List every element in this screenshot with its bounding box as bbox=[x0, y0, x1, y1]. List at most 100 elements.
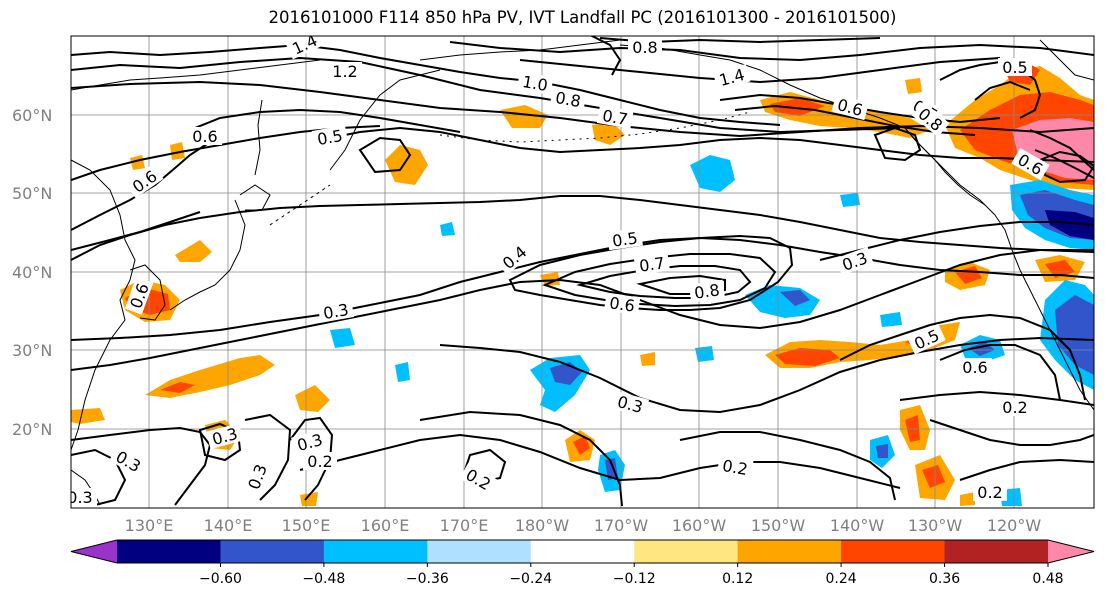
contour-label: 0.2 bbox=[716, 455, 754, 479]
contour-label-background bbox=[998, 58, 1032, 76]
contour-label-text: 0.7 bbox=[601, 106, 629, 129]
contour-label-background bbox=[242, 457, 272, 496]
contour-labels: 1.40.81.21.00.81.40.70.60.50.60.50.60.50… bbox=[71, 36, 1050, 507]
colorbar-segment bbox=[220, 540, 325, 563]
colorbar: −0.60 −0.48 −0.36 −0.24 −0.12 0.12 0.24 0.36 0.4… bbox=[70, 539, 1095, 587]
contour-0.6-east bbox=[939, 344, 1061, 401]
shade-neg-10 bbox=[330, 328, 355, 348]
shade-ne-pacific-2 bbox=[385, 145, 428, 185]
contour-0.3-south-2 bbox=[289, 416, 334, 501]
contour-label-background bbox=[998, 398, 1032, 416]
contour-label-text: 0.6 bbox=[192, 127, 217, 146]
contour-jp-1 bbox=[189, 108, 461, 133]
shade-tropics-5b bbox=[922, 465, 945, 488]
contour-0.3-b bbox=[439, 336, 1094, 414]
contour-label-background bbox=[628, 38, 662, 56]
contour-label-background bbox=[124, 276, 154, 315]
contour-label-background bbox=[328, 62, 362, 80]
contour-label-text: 0.2 bbox=[1002, 398, 1027, 417]
contour-label-background bbox=[606, 227, 643, 251]
shade-small-orange3 bbox=[905, 78, 922, 94]
contour-label-text: 0.8 bbox=[693, 280, 721, 302]
contour-label-background bbox=[1011, 147, 1050, 181]
contour-label-background bbox=[835, 246, 874, 276]
contour-label: 0.6 bbox=[604, 292, 641, 316]
coast-bering bbox=[419, 39, 621, 61]
contour-tropic-ring-1 bbox=[198, 422, 242, 462]
contour-label-text: 0.6 bbox=[962, 358, 987, 377]
contour-label-background bbox=[973, 483, 1007, 501]
contour-label: 0.7 bbox=[633, 252, 670, 276]
contour-label: 0.8 bbox=[628, 38, 662, 57]
contour-label: 0.6 bbox=[958, 358, 992, 377]
lon-label-160w: 160°W bbox=[672, 516, 727, 535]
lon-label-150w: 150°W bbox=[751, 516, 806, 535]
lon-label-180w: 180°W bbox=[515, 516, 570, 535]
contour-label-background bbox=[958, 358, 992, 376]
contour-label: 0.5 bbox=[998, 58, 1032, 77]
shade-mid-2 bbox=[640, 352, 655, 366]
contour-label: 0.7 bbox=[596, 105, 634, 129]
lon-label-140e: 140°E bbox=[204, 516, 253, 535]
lon-label-140w: 140°W bbox=[830, 516, 885, 535]
contour-arc-1 bbox=[589, 36, 622, 76]
contour-label-text: 0.8 bbox=[554, 88, 582, 111]
contour-label: 0.8 bbox=[911, 101, 950, 138]
contour-label: 0.5 bbox=[606, 227, 643, 251]
contour-label-background bbox=[109, 444, 148, 478]
contour-lower-2 bbox=[679, 431, 896, 501]
contour-label-background bbox=[125, 164, 164, 199]
colorbar-tick-label: 0.36 bbox=[929, 571, 960, 587]
shade-neg-11 bbox=[440, 222, 455, 236]
shade-tropics-3b bbox=[573, 436, 590, 455]
shade-mid-1 bbox=[540, 272, 560, 286]
colorbar-tick-label: 0.48 bbox=[1032, 571, 1063, 587]
contour-label: 0.8 bbox=[549, 87, 587, 111]
contour-label: 1.2 bbox=[328, 62, 362, 81]
colorbar-tick-label: −0.48 bbox=[302, 571, 345, 587]
colorbar-segment bbox=[117, 540, 221, 563]
coast-japan bbox=[169, 199, 246, 311]
contour-0.3-mid bbox=[244, 413, 292, 501]
contour-north-a bbox=[449, 41, 1094, 62]
shade-tropics-1b bbox=[175, 240, 212, 262]
coast-korea bbox=[129, 264, 166, 321]
contour-label-text: 0.3 bbox=[322, 300, 350, 323]
colorbar-outline bbox=[70, 539, 1095, 564]
contour-0.2-east bbox=[929, 419, 1094, 446]
contour-label-background bbox=[688, 279, 725, 303]
colorbar-segment bbox=[634, 540, 739, 563]
contour-label-text: 1.2 bbox=[332, 62, 357, 81]
lon-labels: 130°E 140°E 150°E 160°E 170°E 180°W 170°… bbox=[125, 516, 1042, 535]
colorbar-tick-label: 0.24 bbox=[826, 571, 857, 587]
contour-label-background bbox=[303, 452, 337, 470]
contour-label: 0.8 bbox=[688, 279, 725, 303]
colorbar-tick-label: −0.24 bbox=[509, 571, 552, 587]
contour-label-background bbox=[317, 299, 355, 323]
colorbar-extend-min bbox=[71, 540, 117, 563]
contour-north-c bbox=[519, 57, 1001, 84]
shade-neg-5b bbox=[876, 444, 888, 458]
coast-kuril bbox=[269, 184, 331, 226]
shade-neg-8b bbox=[1055, 295, 1094, 375]
contour-label-background bbox=[290, 428, 329, 456]
shade-sea-okhotsk bbox=[592, 122, 625, 145]
contour-label-background bbox=[459, 462, 498, 496]
contour-kam-ring bbox=[358, 136, 412, 174]
lon-label-170w: 170°W bbox=[594, 516, 649, 535]
contour-ne-3 bbox=[1034, 149, 1094, 179]
contour-label: 0.6 bbox=[188, 127, 222, 146]
contour-label-background bbox=[604, 292, 641, 316]
lat-label-60n: 60°N bbox=[12, 106, 52, 125]
lon-label-170e: 170°E bbox=[440, 516, 489, 535]
shade-neg-1 bbox=[690, 155, 735, 192]
colorbar-tick-label: −0.36 bbox=[406, 571, 449, 587]
colorbar-extend-max bbox=[1048, 540, 1094, 563]
lat-label-50n: 50°N bbox=[12, 184, 52, 203]
colorbar-segment bbox=[530, 540, 635, 563]
contour-label-text: 0.7 bbox=[638, 253, 666, 275]
lat-label-30n: 30°N bbox=[12, 341, 52, 360]
contour-label-background bbox=[831, 93, 870, 121]
shade-small-orange4 bbox=[960, 492, 975, 506]
contour-label-text: 0.5 bbox=[1002, 58, 1027, 77]
